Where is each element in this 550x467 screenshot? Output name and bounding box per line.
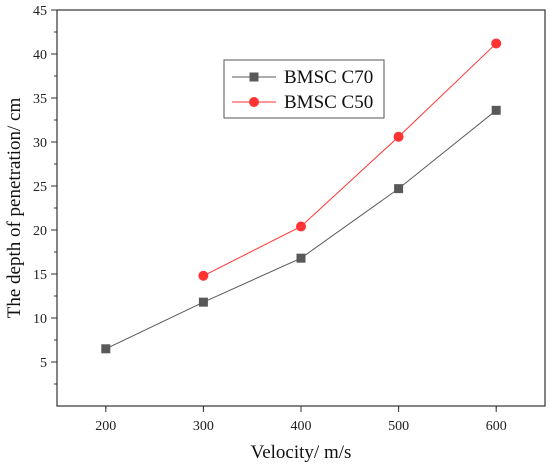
x-tick-label: 300 [193,419,214,434]
x-tick-label: 500 [388,419,409,434]
y-tick-label: 20 [33,224,47,239]
x-tick-label: 200 [95,419,116,434]
legend-item-0: BMSC C70 [232,67,373,88]
data-point [198,270,209,281]
y-tick-label: 45 [33,4,47,19]
data-point [296,221,306,232]
data-point [198,297,208,307]
data-point [296,253,306,263]
legend-item-1: BMSC C50 [232,92,373,113]
data-point [394,184,404,194]
y-tick-label: 30 [33,136,47,151]
y-tick-label: 5 [40,356,47,371]
legend-marker [249,97,259,107]
x-tick-label: 600 [486,419,507,434]
series-line [203,43,497,277]
y-tick-label: 40 [33,48,47,63]
data-point [101,344,111,354]
series-layer [101,38,502,354]
y-tick-label: 15 [33,268,47,283]
x-axis: 200 300 400 500 600 [95,406,507,434]
series-1 [198,38,502,281]
data-point [393,131,404,142]
legend-label: BMSC C50 [284,92,373,113]
y-axis-title: The depth of penetration/ cm [4,98,25,319]
legend: BMSC C70 BMSC C50 [223,59,385,119]
y-tick-label: 25 [33,180,47,195]
y-tick-label: 35 [33,92,47,107]
series-0 [101,105,501,354]
data-point [491,38,502,49]
x-axis-title: Velocity/ m/s [251,442,352,463]
data-point [491,105,501,115]
y-axis: 5 10 15 20 25 30 35 40 45 [33,4,57,385]
y-tick-label: 10 [33,312,47,327]
legend-label: BMSC C70 [284,67,373,88]
legend-marker [249,72,259,82]
legend-box [223,59,385,119]
x-tick-label: 400 [291,419,312,434]
